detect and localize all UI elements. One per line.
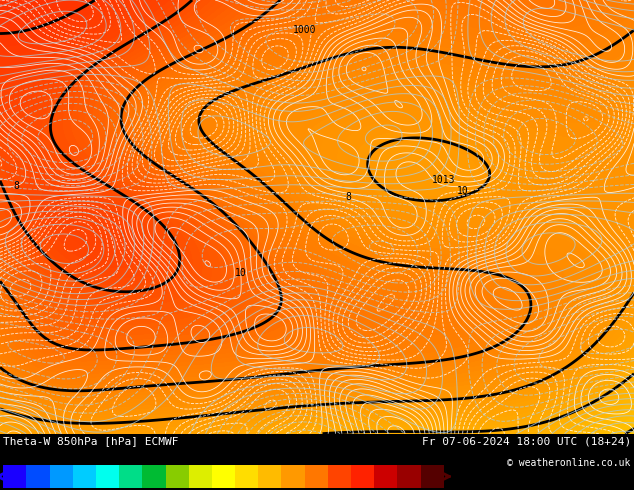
Text: Fr 07-06-2024 18:00 UTC (18+24): Fr 07-06-2024 18:00 UTC (18+24)	[422, 437, 631, 446]
Bar	[398, 465, 420, 488]
Bar	[73, 465, 96, 488]
Bar	[165, 465, 189, 488]
Bar	[235, 465, 258, 488]
Text: 1013: 1013	[432, 175, 456, 185]
Bar	[281, 465, 305, 488]
Bar	[119, 465, 142, 488]
Bar	[305, 465, 328, 488]
Text: 1000: 1000	[292, 25, 316, 35]
Bar	[374, 465, 398, 488]
Bar	[49, 465, 73, 488]
Bar	[3, 465, 27, 488]
Bar	[420, 465, 444, 488]
Bar	[96, 465, 119, 488]
Text: 8: 8	[346, 192, 352, 202]
Text: 10: 10	[235, 268, 247, 278]
Text: 8: 8	[13, 181, 19, 192]
Text: 10: 10	[457, 186, 469, 196]
Bar	[189, 465, 212, 488]
Bar	[27, 465, 49, 488]
Bar	[351, 465, 374, 488]
Bar	[328, 465, 351, 488]
Bar	[142, 465, 165, 488]
Text: © weatheronline.co.uk: © weatheronline.co.uk	[507, 458, 631, 468]
Bar	[212, 465, 235, 488]
Bar	[258, 465, 281, 488]
Text: Theta-W 850hPa [hPa] ECMWF: Theta-W 850hPa [hPa] ECMWF	[3, 437, 179, 446]
